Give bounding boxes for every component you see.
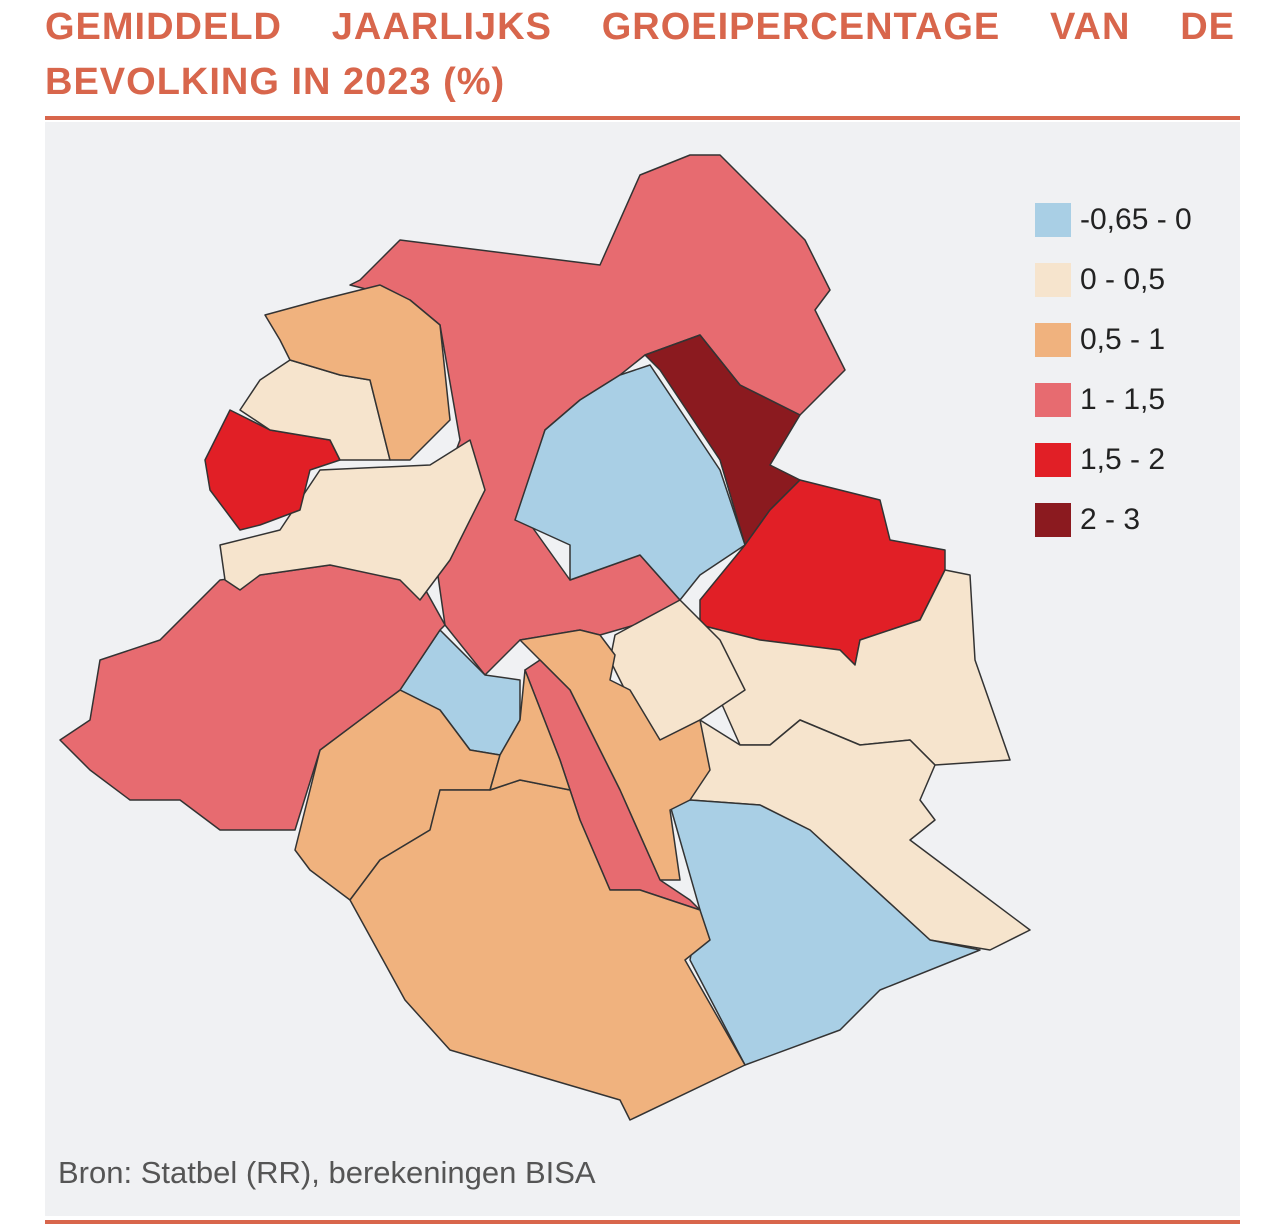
legend-label: 1,5 - 2 xyxy=(1080,443,1165,476)
legend-label: 2 - 3 xyxy=(1080,503,1140,536)
legend-swatch xyxy=(1035,503,1071,537)
region xyxy=(264,284,451,461)
rule xyxy=(45,116,1240,120)
legend-swatch xyxy=(1035,323,1071,357)
municipalities xyxy=(59,154,1031,1121)
legend-label: -0,65 - 0 xyxy=(1080,203,1192,236)
legend-swatch xyxy=(1035,203,1071,237)
legend-swatch xyxy=(1035,263,1071,297)
legend-label: 1 - 1,5 xyxy=(1080,383,1165,416)
region xyxy=(514,364,746,601)
region xyxy=(59,564,446,831)
rule xyxy=(45,1220,1240,1224)
region xyxy=(204,409,341,531)
legend-label: 0,5 - 1 xyxy=(1080,323,1165,356)
legend-swatch xyxy=(1035,443,1071,477)
legend: -0,65 - 0 0 - 0,5 0,5 - 1 1 - 1,5 1,5 - 2 2 -… xyxy=(1035,203,1192,537)
region xyxy=(349,779,746,1121)
legend-swatch xyxy=(1035,383,1071,417)
source: Bron: Statbel (RR), berekeningen BISA xyxy=(58,1155,596,1190)
region xyxy=(489,669,571,791)
legend-label: 0 - 0,5 xyxy=(1080,263,1165,296)
region xyxy=(219,439,486,601)
title: GEMIDDELD JAARLIJKS GROEIPERCENTAGE VAN … xyxy=(45,6,1235,103)
